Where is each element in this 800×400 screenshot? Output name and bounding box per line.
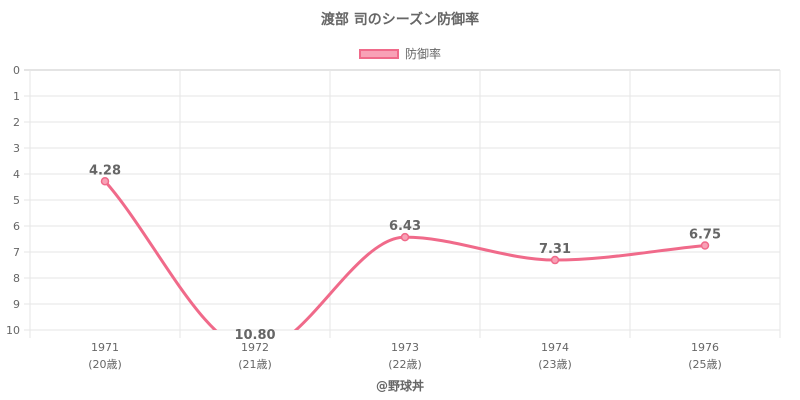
x-tick-label: 1976: [691, 341, 719, 354]
x-tick-label: 1973: [391, 341, 419, 354]
y-tick-label: 5: [13, 194, 20, 207]
x-tick-age-label: (21歳): [238, 358, 272, 371]
x-tick-age-label: (22歳): [388, 358, 422, 371]
x-tick-label: 1972: [241, 341, 269, 354]
y-tick-label: 6: [13, 220, 20, 233]
x-tick-label: 1971: [91, 341, 119, 354]
y-tick-label: 4: [13, 168, 20, 181]
data-point: [100, 177, 110, 186]
credit-text: @野球丼: [375, 379, 424, 393]
y-tick-label: 2: [13, 116, 20, 129]
chart-legend[interactable]: 防御率: [0, 45, 800, 62]
y-tick-label: 9: [13, 298, 20, 311]
y-tick-label: 3: [13, 142, 20, 155]
legend-swatch: [358, 48, 399, 59]
data-label: 6.43: [389, 219, 421, 234]
data-point: [550, 255, 560, 265]
x-tick-label: 1974: [541, 341, 569, 354]
y-tick-label: 7: [13, 246, 20, 259]
data-label: 6.75: [689, 228, 721, 243]
y-tick-label: 8: [13, 272, 20, 285]
data-point: [400, 232, 410, 242]
series-line: [103, 180, 706, 330]
legend-label: 防御率: [404, 47, 441, 61]
data-label: 4.28: [89, 163, 121, 178]
data-point: [700, 241, 710, 250]
x-tick-age-label: (20歳): [88, 358, 122, 371]
y-tick-label: 1: [13, 90, 20, 103]
chart-title: 渡部 司のシーズン防御率: [320, 12, 480, 28]
y-tick-label: 0: [13, 64, 20, 77]
x-tick-age-label: (25歳): [688, 358, 722, 371]
x-tick-age-label: (23歳): [538, 358, 572, 371]
data-label: 7.31: [539, 242, 571, 257]
y-tick-label: 10: [6, 324, 20, 337]
data-label: 10.80: [234, 328, 275, 343]
